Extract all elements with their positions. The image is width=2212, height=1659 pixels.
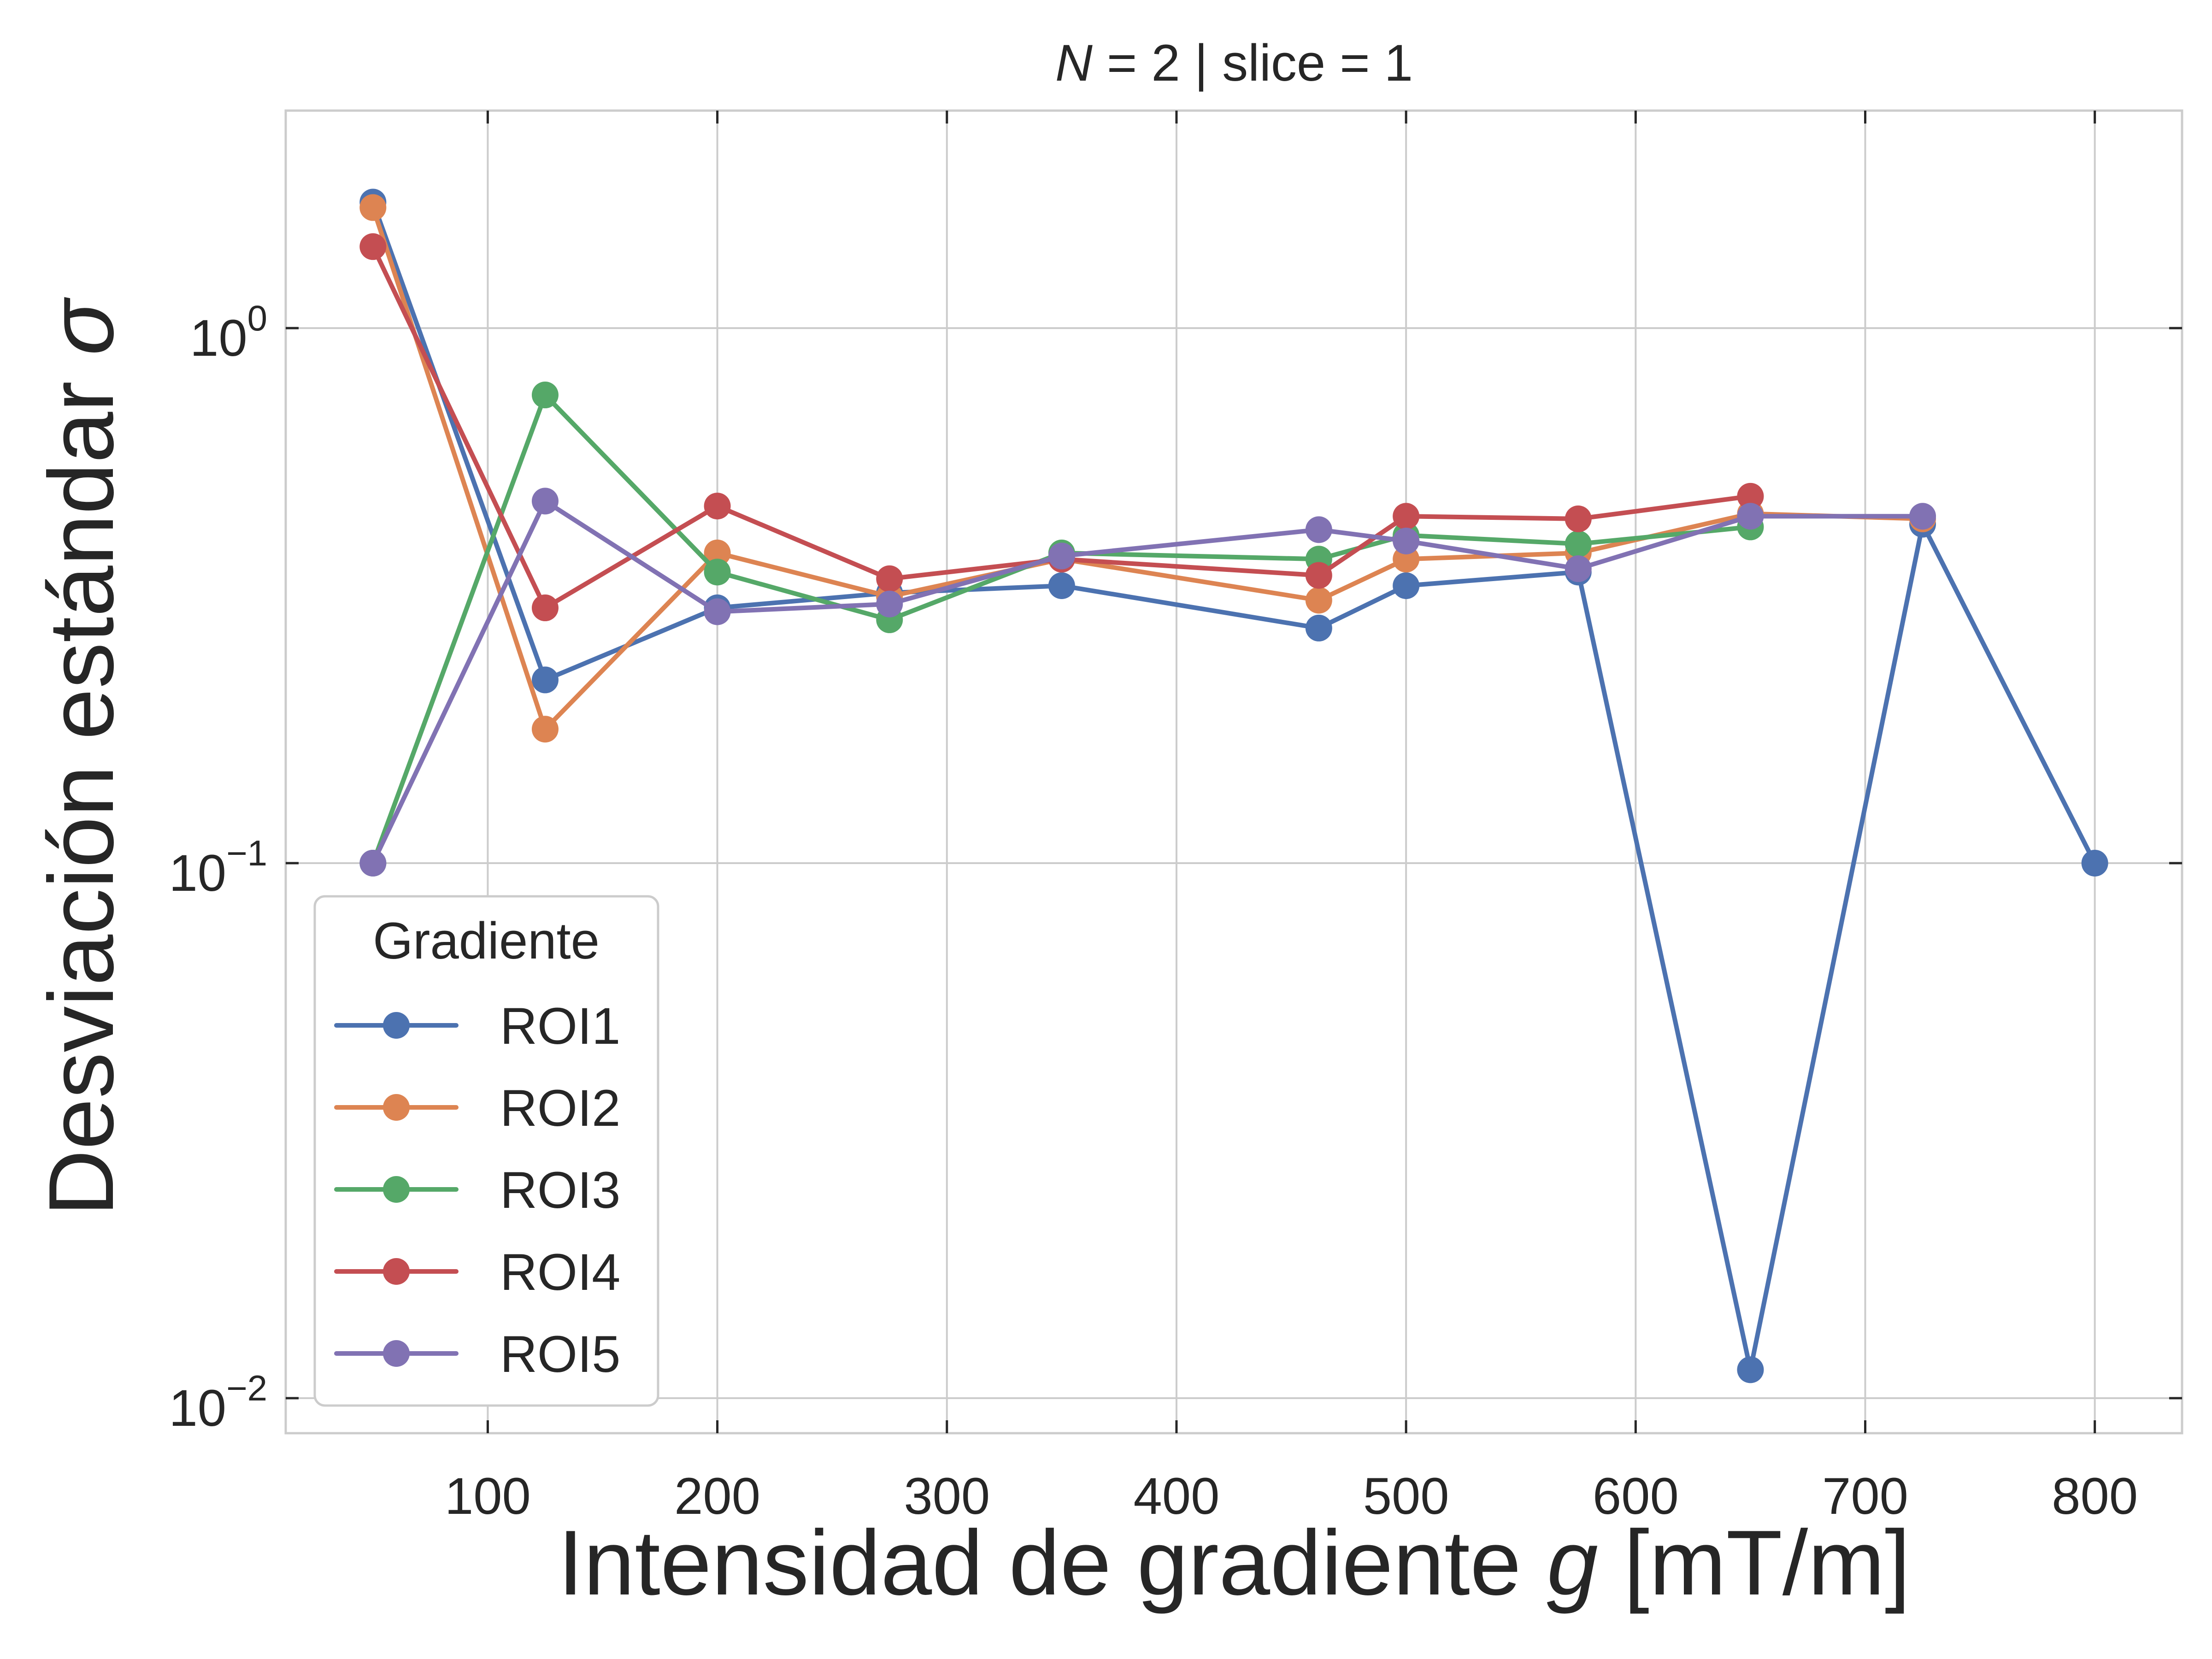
y-axis-label: Desviación estándar σ (30, 297, 133, 1216)
data-point-roi4 (1393, 503, 1420, 530)
data-point-roi4 (1565, 505, 1592, 532)
data-point-roi5 (1565, 555, 1592, 582)
x-tick-label: 700 (1822, 1467, 1908, 1525)
legend: Gradiente ROI1 ROI2 ROI3 ROI4 ROI5 (313, 895, 659, 1407)
x-axis-label-text: Intensidad de gradiente (558, 1512, 1547, 1614)
data-point-roi5 (359, 849, 387, 877)
data-point-roi4 (359, 233, 387, 260)
data-point-roi5 (1909, 503, 1936, 530)
x-tick-label: 300 (904, 1467, 990, 1525)
data-point-roi4 (1305, 562, 1332, 589)
data-point-roi2 (359, 194, 387, 221)
series-line-roi5 (371, 499, 1925, 865)
legend-marker-roi5 (383, 1340, 410, 1367)
data-point-roi1 (531, 666, 559, 694)
legend-label-roi1: ROI1 (500, 997, 620, 1055)
data-point-roi4 (531, 594, 559, 622)
data-point-roi5 (1393, 527, 1420, 554)
data-point-roi3 (531, 382, 559, 409)
y-tick-label: 100 (190, 298, 267, 367)
legend-item-roi2: ROI2 (334, 1079, 620, 1137)
x-tick-label: 800 (2052, 1467, 2138, 1525)
y-tick-label: 10−1 (169, 833, 267, 902)
chart-title-variable: N (1055, 34, 1093, 92)
data-point-roi5 (876, 590, 903, 618)
data-point-roi2 (1305, 587, 1332, 614)
plot-frame (284, 109, 2183, 1435)
data-point-roi3 (1565, 530, 1592, 558)
data-point-roi4 (1737, 482, 1764, 510)
data-point-roi1 (1048, 572, 1075, 599)
y-tick-label: 10−2 (169, 1368, 267, 1437)
chart-title-text: = 2 | slice = 1 (1093, 34, 1413, 92)
legend-item-roi1: ROI1 (334, 997, 620, 1055)
data-point-roi4 (876, 565, 903, 592)
x-axis-label: Intensidad de gradiente g [mT/m] (558, 1512, 1911, 1614)
x-tick-label: 400 (1134, 1467, 1220, 1525)
data-point-roi1 (1393, 572, 1420, 599)
legend-label-roi3: ROI3 (500, 1161, 620, 1219)
x-axis-label-unit: [mT/m] (1598, 1512, 1911, 1614)
legend-label-roi5: ROI5 (500, 1325, 620, 1383)
legend-label-roi2: ROI2 (500, 1079, 620, 1137)
legend-title: Gradiente (373, 912, 600, 970)
legend-item-roi5: ROI5 (334, 1325, 620, 1383)
grid (286, 111, 2182, 1433)
legend-item-roi3: ROI3 (334, 1161, 620, 1219)
legend-label-roi4: ROI4 (500, 1243, 620, 1301)
legend-marker-roi1 (383, 1012, 410, 1039)
data-point-roi2 (531, 716, 559, 743)
legend-marker-roi4 (383, 1258, 410, 1285)
x-tick-label: 500 (1363, 1467, 1449, 1525)
data-point-roi1 (1305, 614, 1332, 641)
chart-title: N = 2 | slice = 1 (1055, 34, 1413, 92)
ticks: 100 200 300 400 500 600 700 800 100 10−1 10−2 (169, 111, 2182, 1525)
x-tick-label: 600 (1593, 1467, 1679, 1525)
x-tick-label: 200 (674, 1467, 760, 1525)
data-point-roi5 (1737, 503, 1764, 530)
data-point-roi2 (704, 539, 731, 566)
y-axis-label-variable: σ (30, 297, 133, 355)
series-layer (359, 188, 2108, 1383)
data-point-roi3 (704, 559, 731, 586)
data-point-roi1 (2081, 849, 2108, 877)
x-tick-label: 100 (445, 1467, 531, 1525)
data-point-roi1 (1737, 1356, 1764, 1383)
data-point-roi5 (1048, 542, 1075, 570)
legend-marker-roi2 (383, 1094, 410, 1121)
legend-item-roi4: ROI4 (334, 1243, 620, 1301)
y-axis-label-text: Desviación estándar (30, 355, 133, 1216)
series-roi5 (359, 488, 1936, 877)
data-point-roi5 (1305, 516, 1332, 543)
data-point-roi5 (704, 598, 731, 625)
data-point-roi4 (704, 493, 731, 520)
legend-entries: ROI1 ROI2 ROI3 ROI4 ROI5 (334, 997, 620, 1383)
data-point-roi5 (531, 488, 559, 515)
legend-marker-roi3 (383, 1176, 410, 1203)
x-axis-label-variable: g (1547, 1512, 1598, 1614)
